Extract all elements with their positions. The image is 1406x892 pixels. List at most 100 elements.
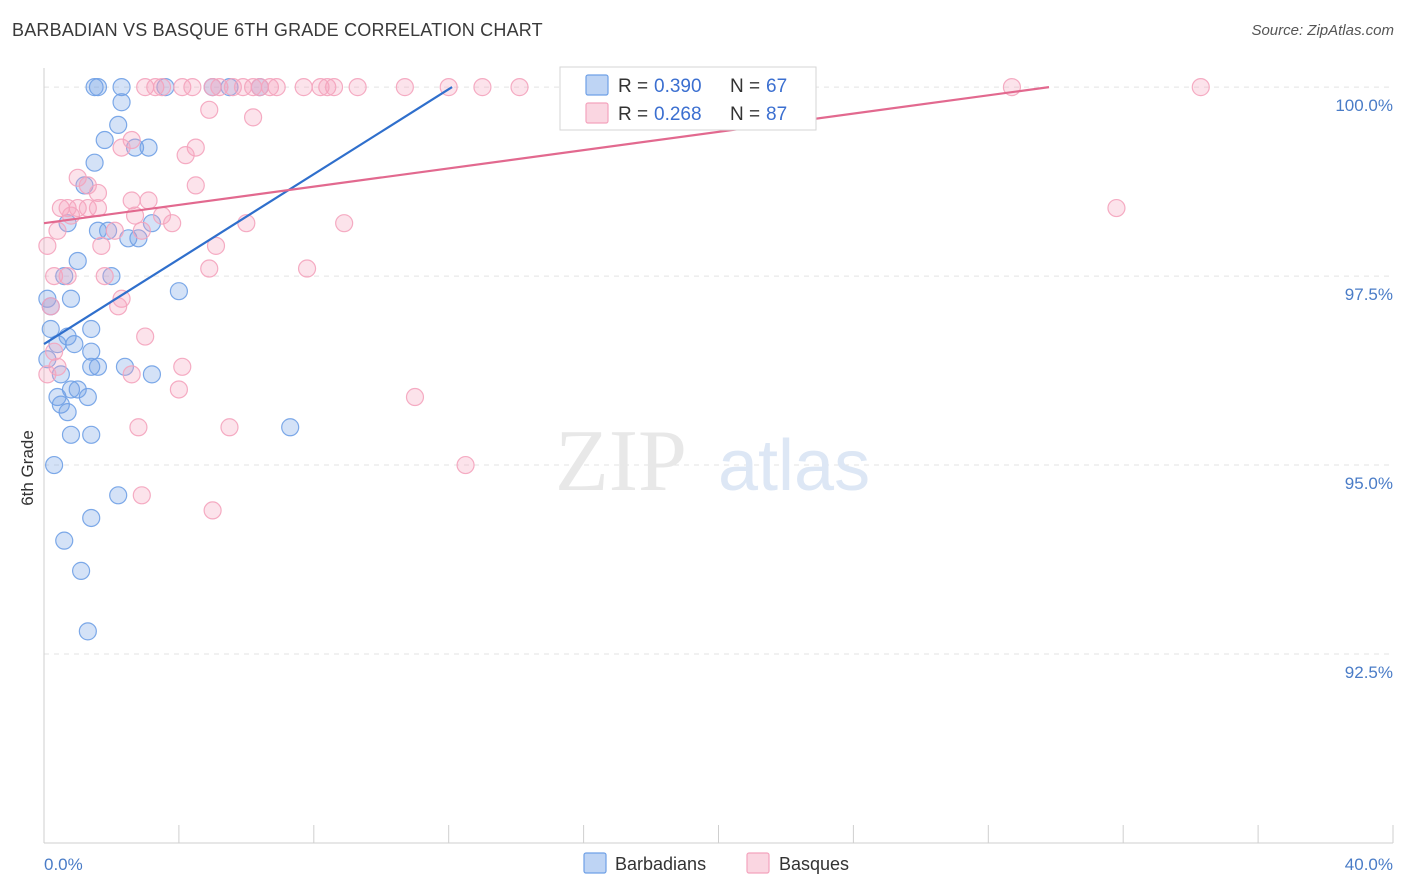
point-basques xyxy=(1191,78,1210,97)
point-barbadians xyxy=(55,531,74,550)
point-basques xyxy=(1107,198,1126,218)
point-basques xyxy=(45,342,64,361)
point-basques xyxy=(68,168,87,187)
point-basques xyxy=(152,78,172,97)
point-barbadians xyxy=(95,130,114,150)
point-basques xyxy=(260,78,280,97)
trend-line-barbadians xyxy=(43,86,453,346)
point-barbadians xyxy=(88,357,108,376)
point-basques xyxy=(58,198,77,218)
y-tick-label: 97.5% xyxy=(1345,285,1393,304)
point-barbadians xyxy=(38,350,57,369)
point-barbadians xyxy=(82,508,101,528)
point-barbadians xyxy=(71,561,91,580)
y-tick-labels: 92.5% 95.0% 97.5% 100.0% xyxy=(1335,96,1393,682)
point-basques xyxy=(51,198,70,218)
point-barbadians xyxy=(115,357,135,376)
point-basques xyxy=(122,191,141,210)
point-basques xyxy=(267,78,286,97)
point-basques xyxy=(311,78,330,97)
point-barbadians xyxy=(61,425,81,444)
chart-title: BARBADIAN VS BASQUE 6TH GRADE CORRELATIO… xyxy=(12,20,543,40)
point-basques xyxy=(146,78,165,97)
watermark: ZIP atlas xyxy=(555,413,870,510)
point-basques xyxy=(183,78,202,97)
point-barbadians xyxy=(112,78,131,97)
point-basques xyxy=(132,486,151,505)
point-basques xyxy=(335,214,354,233)
legend-r-label-basques: R = xyxy=(618,104,648,125)
point-basques xyxy=(510,78,529,97)
legend-n-label-barbadians: N = xyxy=(730,76,760,97)
legend-swatch-barbadians xyxy=(585,74,609,96)
point-basques xyxy=(173,357,192,376)
legend-n-value-barbadians: 67 xyxy=(766,76,787,97)
point-basques xyxy=(48,221,67,240)
bottom-legend-swatch-basques xyxy=(746,852,770,874)
point-basques xyxy=(173,78,192,97)
point-basques xyxy=(324,78,344,97)
legend-r-value-basques: 0.268 xyxy=(654,104,702,125)
point-barbadians xyxy=(51,395,70,414)
x-tick-label-min: 0.0% xyxy=(44,855,83,874)
point-basques xyxy=(136,327,155,346)
point-barbadians xyxy=(169,282,188,301)
bottom-legend-label-barbadians: Barbadians xyxy=(615,854,706,874)
watermark-zip: ZIP xyxy=(555,413,687,510)
point-barbadians xyxy=(102,266,121,286)
point-barbadians xyxy=(58,403,77,422)
point-basques xyxy=(200,100,219,119)
point-barbadians xyxy=(68,251,87,271)
point-barbadians xyxy=(139,138,158,157)
bottom-legend: Barbadians Basques xyxy=(583,852,849,874)
point-basques xyxy=(395,78,414,97)
gridlines xyxy=(44,86,1393,655)
point-barbadians xyxy=(281,418,300,437)
legend-n-label-basques: N = xyxy=(730,104,760,125)
point-barbadians xyxy=(98,221,118,240)
point-basques xyxy=(297,259,317,278)
point-basques xyxy=(405,387,425,407)
point-basques xyxy=(38,236,57,255)
point-barbadians xyxy=(82,357,101,376)
point-barbadians xyxy=(85,153,104,172)
point-barbadians xyxy=(68,380,87,399)
legend-r-label-barbadians: R = xyxy=(618,76,648,97)
legend-box xyxy=(559,66,817,131)
trend-lines xyxy=(43,86,1050,346)
point-basques xyxy=(206,236,226,255)
point-basques xyxy=(48,357,67,376)
point-basques xyxy=(163,214,182,233)
point-basques xyxy=(169,380,188,399)
legend-r-value-barbadians: 0.390 xyxy=(654,76,702,97)
y-tick-label: 92.5% xyxy=(1345,663,1393,682)
point-barbadians xyxy=(65,335,84,354)
legend-n-value-basques: 87 xyxy=(766,104,787,125)
point-basques xyxy=(139,191,158,210)
point-basques xyxy=(456,455,475,475)
axes xyxy=(43,68,1394,844)
point-basques xyxy=(122,130,141,150)
point-basques xyxy=(132,221,151,240)
point-barbadians xyxy=(142,365,162,384)
point-barbadians xyxy=(45,455,64,475)
point-basques xyxy=(41,297,60,316)
point-basques xyxy=(58,266,77,286)
point-basques xyxy=(210,78,229,97)
point-barbadians xyxy=(82,425,101,444)
point-basques xyxy=(92,236,111,255)
point-basques xyxy=(112,138,131,157)
point-basques xyxy=(220,418,239,437)
point-barbadians xyxy=(41,319,60,339)
bottom-legend-swatch-barbadians xyxy=(583,852,607,874)
point-basques xyxy=(105,221,124,240)
point-basques xyxy=(186,138,205,157)
point-basques xyxy=(45,266,64,286)
point-barbadians xyxy=(82,342,101,361)
x-tick-label-max: 40.0% xyxy=(1345,855,1393,874)
trend-line-basques xyxy=(43,86,1050,225)
point-basques xyxy=(78,176,97,195)
bottom-legend-label-basques: Basques xyxy=(779,854,849,874)
point-barbadians xyxy=(78,622,97,641)
